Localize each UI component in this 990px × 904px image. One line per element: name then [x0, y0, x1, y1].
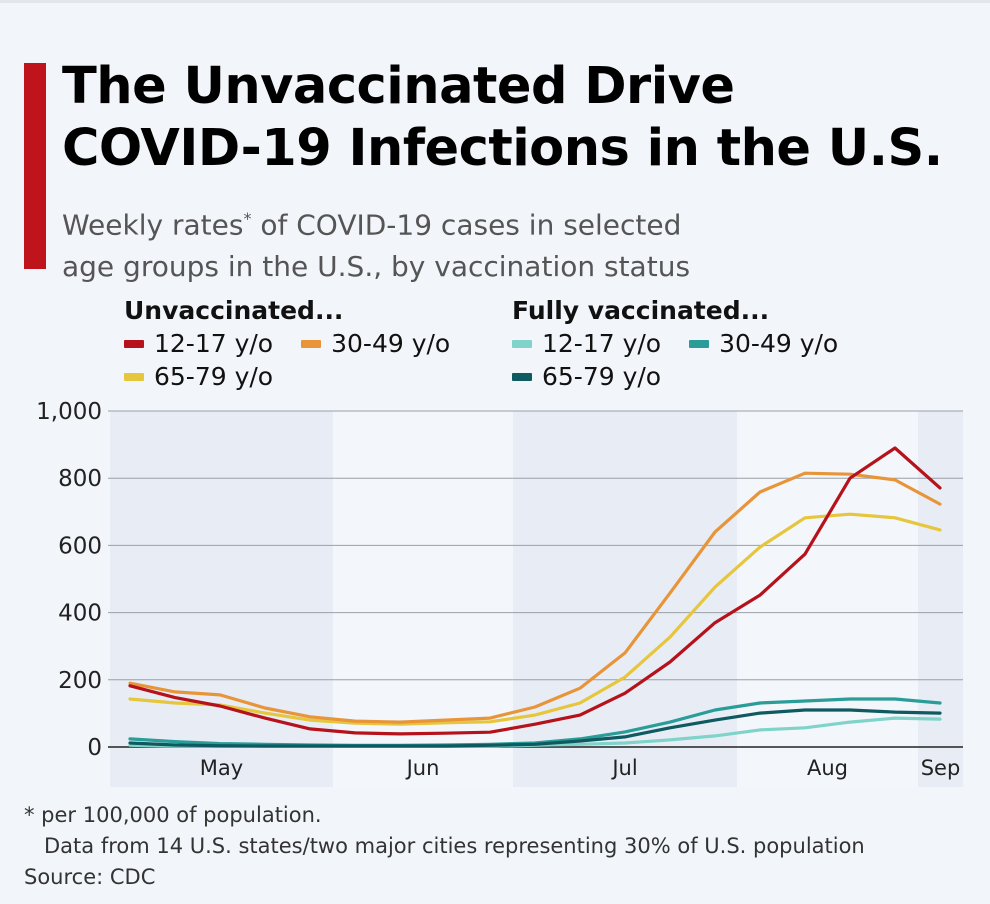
legend-swatch — [689, 339, 710, 348]
legend-item: 30-49 y/o — [689, 327, 838, 360]
footer: * per 100,000 of population. Data from 1… — [24, 800, 865, 893]
subtitle-text-a: Weekly rates — [62, 208, 244, 242]
y-tick-label: 200 — [58, 668, 102, 694]
series-line — [128, 471, 942, 724]
y-tick-label: 600 — [58, 533, 102, 559]
legend-heading: Unvaccinated... — [124, 296, 344, 325]
legend-item: 65-79 y/o — [124, 360, 273, 393]
source: Source: CDC — [24, 865, 156, 889]
legend-label: 65-79 y/o — [154, 362, 274, 391]
legend-label: 65-79 y/o — [542, 362, 662, 391]
legend-unvaccinated: Unvaccinated... 12-17 y/o 30-49 y/o 65-7… — [124, 294, 450, 393]
legend-vaccinated: Fully vaccinated... 12-17 y/o 30-49 y/o … — [512, 294, 838, 393]
subtitle-line-2: age groups in the U.S., by vaccination s… — [62, 250, 691, 284]
chart-subtitle: Weekly rates* of COVID-19 cases in selec… — [62, 198, 762, 288]
title-line-2: COVID-19 Infections in the U.S. — [62, 119, 943, 178]
legend-swatch — [512, 339, 532, 348]
legend-item: 12-17 y/o — [124, 327, 273, 360]
y-tick-label: 1,000 — [36, 399, 102, 425]
x-tick-label: Aug — [807, 756, 848, 780]
top-border — [0, 0, 990, 3]
legend-item: 30-49 y/o — [301, 327, 450, 360]
month-band — [110, 411, 333, 787]
legend-label: 30-49 y/o — [719, 329, 839, 358]
subtitle-asterisk: * — [243, 209, 252, 228]
footnote: * per 100,000 of population. — [24, 803, 322, 827]
y-tick-label: 0 — [87, 735, 102, 761]
legend-heading: Fully vaccinated... — [512, 296, 770, 325]
title-line-1: The Unvaccinated Drive — [62, 57, 735, 116]
x-tick-label: May — [200, 756, 243, 780]
legend-swatch — [301, 339, 322, 348]
x-tick-label: Jun — [405, 756, 440, 780]
month-band — [333, 411, 513, 787]
x-tick-label: Jul — [610, 756, 637, 780]
legend-item: 12-17 y/o — [512, 327, 661, 360]
y-tick-label: 400 — [58, 601, 102, 627]
series-line — [128, 708, 942, 748]
subtitle-text-b: of COVID-19 cases in selected — [251, 208, 682, 242]
x-tick-label: Sep — [921, 756, 961, 780]
line-chart: May Jun Jul Aug Sep 0 200 400 600 800 1,000 — [36, 399, 963, 787]
legend-swatch — [512, 372, 532, 381]
series-line — [128, 446, 942, 736]
legend-swatch — [124, 339, 144, 348]
legend-label: 12-17 y/o — [154, 329, 274, 358]
series-line — [128, 512, 942, 726]
title-accent-bar — [24, 63, 46, 269]
chart-title: The Unvaccinated Drive COVID-19 Infectio… — [62, 56, 943, 180]
legend-label: 12-17 y/o — [542, 329, 662, 358]
y-tick-label: 800 — [58, 466, 102, 492]
legend-item: 65-79 y/o — [512, 360, 661, 393]
legend-swatch — [124, 372, 144, 381]
data-note: Data from 14 U.S. states/two major citie… — [44, 834, 865, 858]
month-band — [918, 411, 963, 787]
legend-label: 30-49 y/o — [331, 329, 451, 358]
